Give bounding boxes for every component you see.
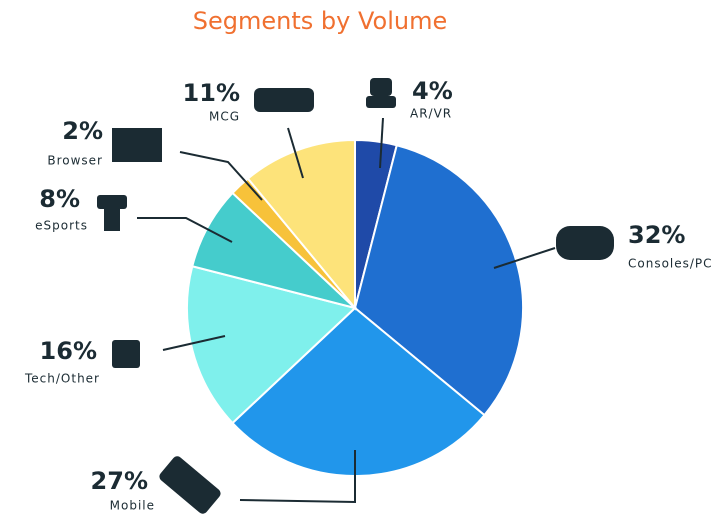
data-label: 4% (412, 77, 453, 105)
pie-slice (353, 144, 524, 417)
leader-line (137, 217, 233, 243)
pie-slice (186, 265, 358, 425)
pie-slice (246, 138, 356, 311)
leader-line (287, 127, 304, 179)
chart-title: Segments by Volume (193, 7, 447, 35)
icons (97, 78, 614, 514)
data-label: 2% (62, 117, 103, 145)
category-label: Consoles/PC (628, 257, 713, 271)
data-label: 11% (183, 79, 240, 107)
data-label: 27% (91, 467, 148, 495)
category-label: MCG (209, 110, 240, 124)
category-label: Tech/Other (24, 372, 100, 386)
data-label: 8% (39, 185, 80, 213)
category-label: eSports (35, 219, 88, 233)
leader-line (179, 151, 263, 201)
data-label: 16% (40, 337, 97, 365)
leader-line (239, 450, 356, 504)
category-label: Browser (47, 154, 103, 168)
pie-slice (231, 306, 486, 477)
leader-line (493, 247, 556, 269)
category-label: AR/VR (410, 107, 452, 121)
category-label: Mobile (110, 499, 155, 513)
data-label: 32% (628, 221, 685, 249)
leader-line (162, 335, 226, 351)
leader-line (379, 117, 384, 169)
